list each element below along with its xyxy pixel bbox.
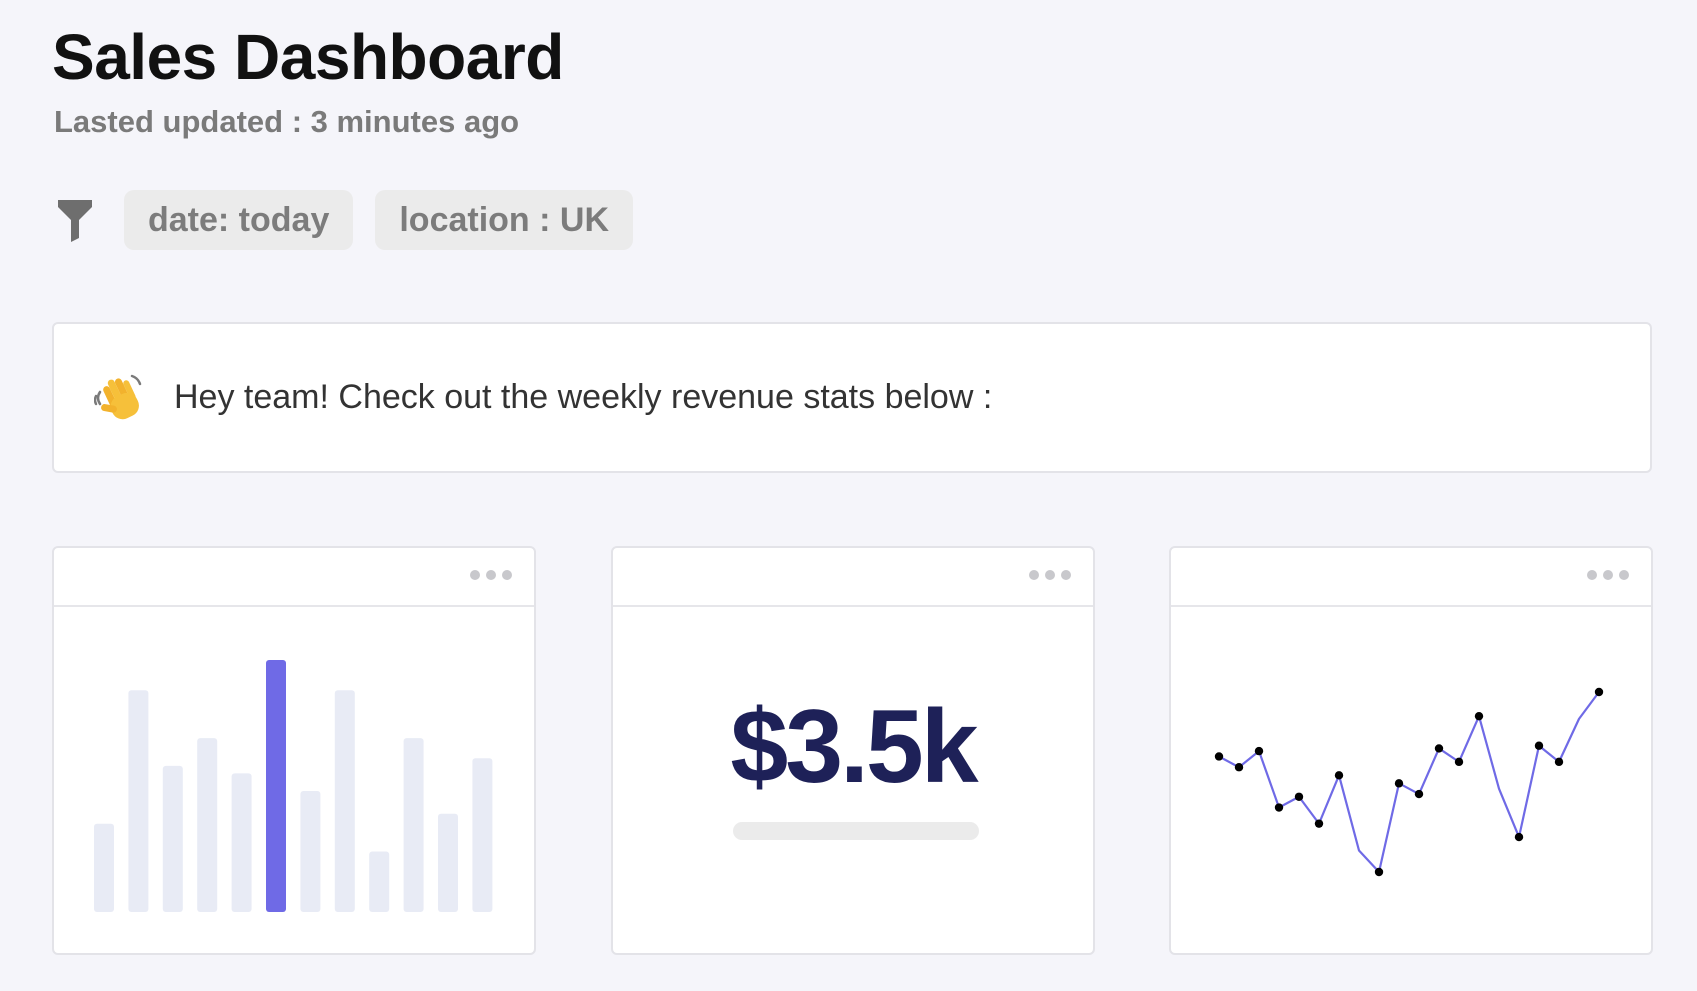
bar [94, 823, 114, 912]
line-chart [1214, 687, 1604, 877]
bar [438, 813, 458, 912]
data-point [1554, 757, 1564, 767]
bar [162, 765, 183, 912]
data-point [1534, 741, 1544, 750]
team-notice: Hey team! Check out the weekly revenue s… [52, 322, 1652, 473]
last-updated-text: Lasted updated : 3 minutes ago [54, 104, 520, 139]
data-point [1274, 803, 1284, 812]
bar-chart [94, 660, 493, 912]
data-point [1594, 687, 1604, 697]
more-options-icon[interactable] [1587, 570, 1629, 580]
data-point [1254, 746, 1264, 756]
page-title: Sales Dashboard [52, 21, 564, 93]
card-body [1171, 607, 1651, 953]
data-point [1374, 867, 1384, 877]
filter-chip-location[interactable]: location : UK [375, 190, 634, 250]
bar [128, 690, 149, 912]
data-point [1234, 763, 1244, 772]
card-body: $3.5k [613, 607, 1093, 953]
card-header [613, 548, 1093, 607]
data-point [1314, 819, 1324, 828]
revenue-line-chart-card [1169, 546, 1653, 955]
bar [266, 660, 286, 912]
bar [472, 758, 493, 912]
bar [231, 773, 252, 912]
more-options-icon[interactable] [1029, 570, 1071, 580]
bar [334, 690, 355, 912]
bar [369, 851, 390, 912]
series-line [1218, 691, 1600, 874]
filter-bar: date: today location : UK [56, 190, 634, 250]
data-point [1514, 832, 1524, 842]
revenue-value: $3.5k [730, 689, 978, 805]
data-point [1334, 771, 1344, 780]
waving-hand-icon [94, 374, 142, 419]
data-point [1394, 779, 1404, 788]
filter-icon[interactable] [56, 198, 94, 242]
data-point [1214, 752, 1224, 761]
data-point [1474, 711, 1484, 721]
notice-text: Hey team! Check out the weekly revenue s… [174, 378, 993, 416]
revenue-bar-chart-card [52, 546, 536, 955]
card-body [54, 607, 534, 953]
bar [300, 791, 321, 912]
bar [197, 738, 218, 912]
bar [403, 738, 424, 912]
filter-chip-date[interactable]: date: today [124, 190, 354, 250]
data-point [1294, 792, 1304, 801]
card-header [54, 548, 534, 607]
more-options-icon[interactable] [470, 570, 512, 580]
value-caption-placeholder [733, 822, 979, 840]
data-point [1414, 789, 1424, 799]
revenue-total-card: $3.5k [611, 546, 1095, 955]
data-point [1434, 744, 1444, 753]
card-header [1171, 548, 1651, 607]
data-point [1454, 757, 1464, 767]
